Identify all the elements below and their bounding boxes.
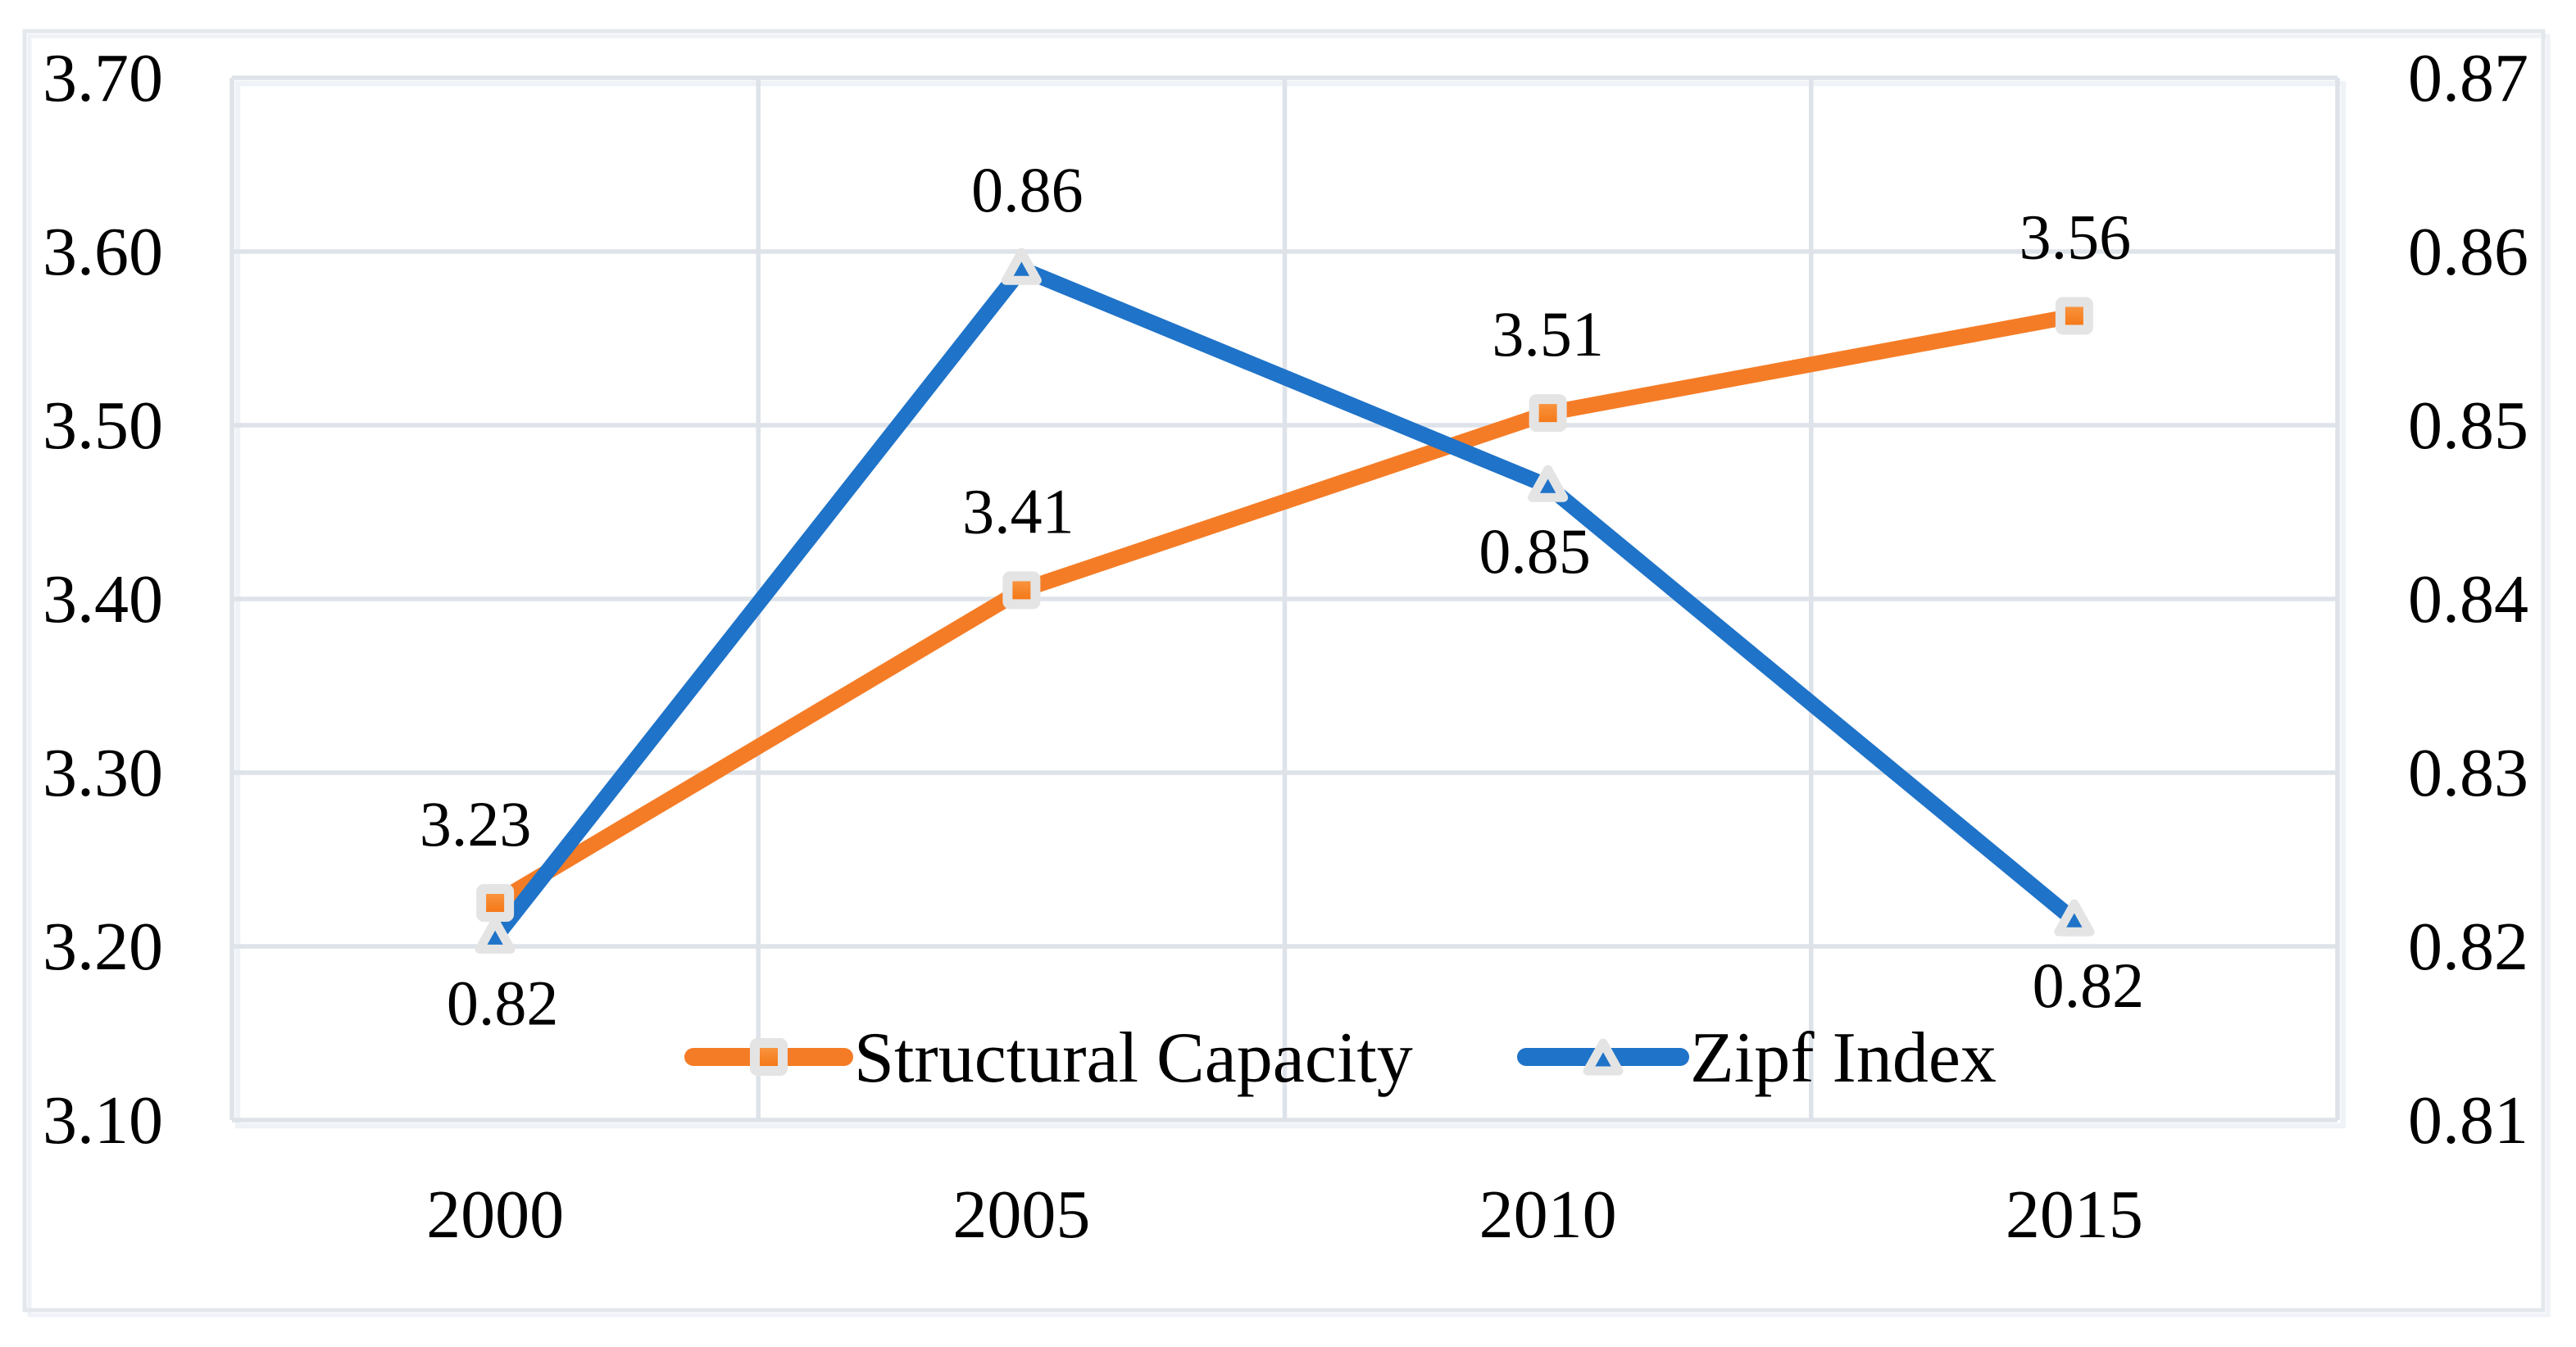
series-data-labels-zipf-index: 0.82 0.86 0.85 0.82 [447,154,2144,1038]
square-marker [750,1038,788,1076]
figure-border [22,29,2546,1313]
square-marker [1002,571,1041,610]
data-label: 3.41 [962,475,1074,547]
legend-label-zipf-index: Zipf Index [1690,1018,1997,1098]
square-marker [476,884,515,922]
x-axis-tick-label: 2000 [426,1177,564,1253]
legend: Structural Capacity Zipf Index [684,1018,1997,1098]
data-label: 0.82 [447,967,559,1038]
left-axis-tick-label: 3.60 [43,214,163,290]
right-axis-tick-label: 0.83 [2408,735,2528,811]
plot-area-shadow [234,80,2347,1129]
data-label: 0.82 [2033,950,2145,1021]
left-axis-tick-label: 3.10 [43,1082,163,1159]
data-label: 3.56 [2019,201,2132,272]
triangle-marker [1528,465,1569,502]
legend-entry-structural-capacity: Structural Capacity [684,1018,1413,1098]
right-axis-tick-label: 0.84 [2408,561,2528,637]
triangle-marker [1001,247,1042,285]
series-line-structural-capacity [487,307,2083,911]
legend-entry-zipf-index: Zipf Index [1517,1018,1997,1098]
left-axis-tick-labels: 3.70 3.60 3.50 3.40 3.30 3.20 3.10 [43,40,163,1159]
triangle-marker [2054,899,2095,937]
triangle-marker [1583,1038,1624,1076]
left-axis-tick-label: 3.70 [43,40,163,116]
x-axis-tick-label: 2005 [952,1177,1090,1253]
series-markers-zipf-index [475,247,2095,954]
data-label: 3.51 [1492,298,1604,370]
data-label: 0.85 [1479,515,1591,587]
square-marker [2055,297,2093,335]
right-axis-tick-label: 0.82 [2408,909,2528,985]
x-axis-tick-label: 2010 [1479,1177,1617,1253]
series-data-labels-structural-capacity: 3.23 3.41 3.51 3.56 [420,201,2131,859]
right-axis-tick-label: 0.81 [2408,1082,2528,1159]
right-axis-tick-label: 0.87 [2408,40,2528,116]
figure-border-shadow [27,34,2551,1318]
right-axis-tick-label: 0.85 [2408,388,2528,464]
left-axis-tick-label: 3.40 [43,561,163,637]
left-axis-tick-label: 3.30 [43,735,163,811]
left-axis-tick-label: 3.50 [43,388,163,464]
right-axis-tick-label: 0.86 [2408,214,2528,290]
series-line-zipf-index [487,261,2083,946]
x-axis-tick-label: 2015 [2006,1177,2143,1253]
triangle-marker [475,916,516,954]
x-axis-tick-labels: 2000 2005 2010 2015 [426,1177,2143,1253]
data-label: 3.23 [420,788,532,859]
right-axis-tick-labels: 0.87 0.86 0.85 0.84 0.83 0.82 0.81 [2408,40,2528,1159]
data-label: 0.86 [971,154,1084,225]
left-axis-tick-label: 3.20 [43,909,163,985]
square-marker [1529,394,1567,433]
series-markers-structural-capacity [476,297,2093,922]
legend-label-structural-capacity: Structural Capacity [854,1018,1413,1098]
